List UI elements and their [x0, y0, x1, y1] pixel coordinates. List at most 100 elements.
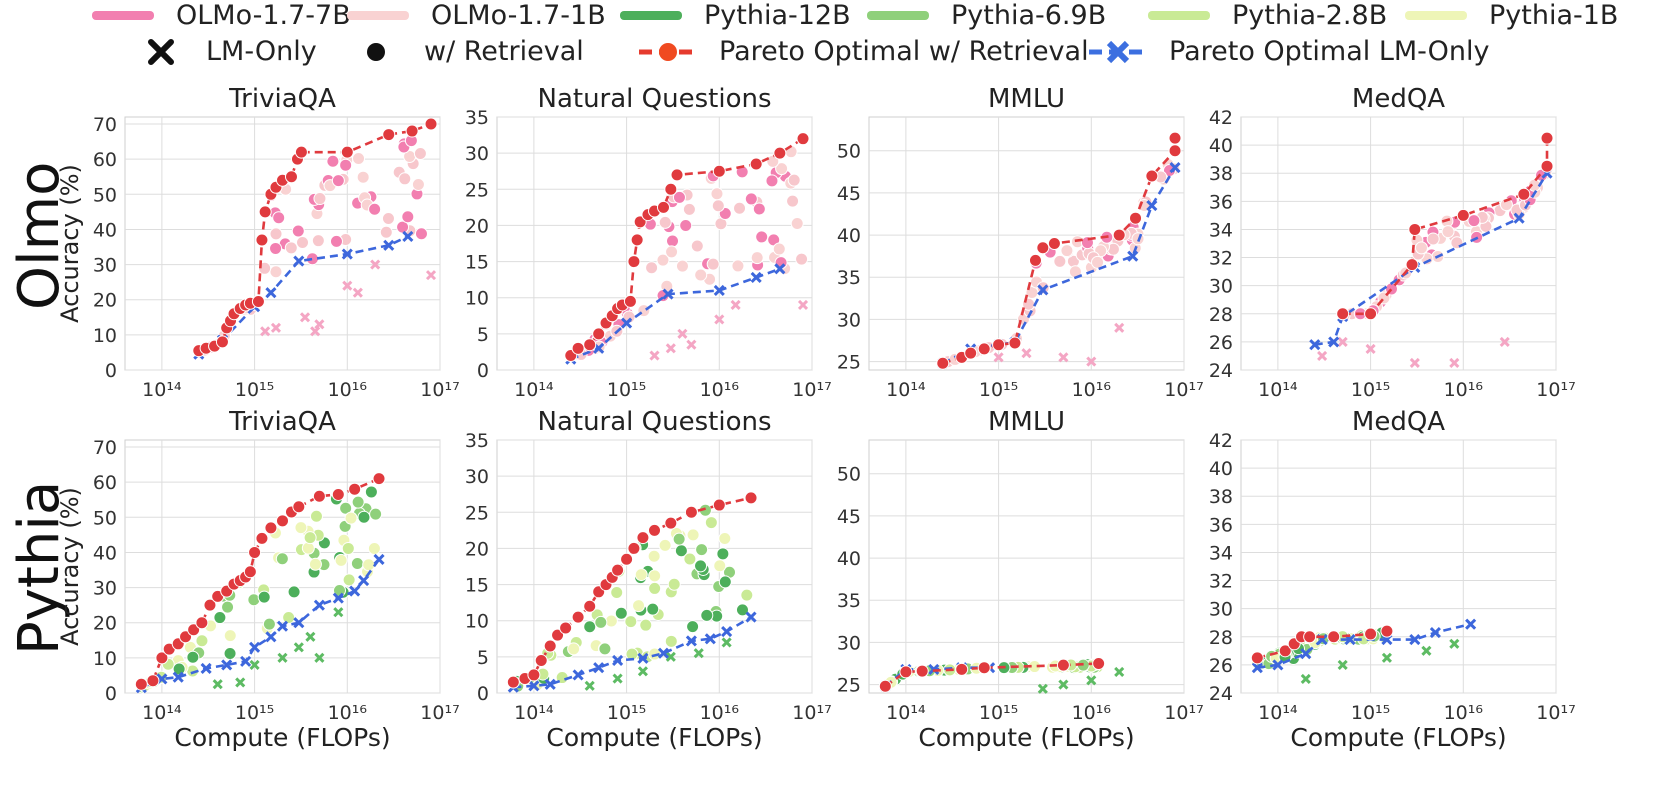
retrieval-point [339, 158, 353, 172]
dashed-dot-line-icon [639, 42, 697, 61]
retrieval-point [667, 577, 681, 591]
y-tick-label: 10 [93, 325, 117, 347]
retrieval-point [269, 241, 283, 255]
pareto-retrieval-point [312, 489, 326, 503]
y-tick-label: 50 [93, 184, 117, 206]
lm-only-point [333, 607, 344, 618]
retrieval-point [775, 162, 789, 176]
legend-label: LM-Only [206, 36, 317, 67]
retrieval-point [718, 575, 732, 589]
pareto-lm-point [637, 652, 649, 664]
x-tick-label: 10¹⁵ [607, 702, 646, 724]
retrieval-point [718, 532, 732, 546]
retrieval-point [634, 568, 648, 582]
pareto-lm-point [1513, 212, 1525, 224]
lm-only-point [1317, 350, 1328, 362]
plot-area [124, 439, 441, 694]
retrieval-point [296, 236, 310, 250]
retrieval-point [269, 227, 283, 241]
pareto-retrieval-point [372, 472, 386, 486]
pareto-retrieval-point [264, 521, 278, 535]
legend-label: Pythia-2.8B [1232, 0, 1388, 31]
pareto-retrieval-point [1336, 307, 1350, 321]
pareto-lm-line [198, 235, 409, 356]
legend-label: Pythia-12B [704, 0, 851, 31]
retrieval-point [598, 642, 612, 656]
pareto-lm-line [1257, 622, 1471, 669]
lm-only-point [314, 319, 325, 330]
y-axis-label: Accuracy (%) [56, 164, 84, 323]
y-tick-label: 40 [93, 219, 117, 241]
pareto-retrieval-point [292, 500, 306, 514]
retrieval-point [1426, 232, 1440, 246]
retrieval-point [401, 210, 415, 224]
lm-only-point [1449, 638, 1460, 649]
lm-only-point [714, 314, 725, 325]
lm-only-point [665, 651, 676, 662]
lm-only-point [260, 326, 271, 337]
lm-only-point [993, 352, 1004, 363]
lm-only-point [1337, 659, 1348, 670]
x-tick-label: 10¹⁵ [979, 379, 1018, 401]
pareto-retrieval-point [627, 255, 641, 269]
retrieval-point [284, 241, 298, 255]
legend-item-lm-only: LM-Only [146, 36, 317, 67]
pareto-retrieval-point [977, 342, 991, 356]
retrieval-point [341, 541, 355, 555]
legend-item-pythia-1b: Pythia-1B [1405, 0, 1618, 31]
pareto-lm-point [685, 635, 697, 647]
panel-olmo-natural-questions: 0 5 10 15 20 25 30 35 10¹⁴ 10¹⁵ 10¹⁶ 10¹⁷ Natural Qu… [465, 84, 832, 401]
y-tick-label: 30 [93, 578, 117, 600]
y-tick-label: 40 [837, 548, 861, 570]
pareto-retrieval-point [1517, 187, 1531, 201]
plot-area [1240, 116, 1557, 371]
legend-item-olmo-7b: OLMo-1.7-7B [92, 0, 351, 31]
retrieval-point [369, 507, 383, 521]
retrieval-point [223, 629, 237, 643]
lm-only-point [1058, 679, 1069, 690]
pareto-lm-point [662, 288, 674, 300]
x-tick-label: 10¹⁶ [328, 379, 367, 401]
pareto-retrieval-point [255, 531, 269, 545]
pareto-retrieval-point [276, 514, 289, 528]
y-tick-label: 24 [1209, 360, 1233, 382]
x-tick-label: 10¹⁷ [792, 379, 831, 401]
pareto-retrieval-point [648, 523, 661, 537]
lm-only-point [1381, 652, 1392, 663]
lm-only-point [425, 270, 437, 281]
pareto-lm-point [745, 611, 757, 623]
retrieval-point [352, 152, 366, 166]
y-tick-label: 60 [93, 149, 117, 171]
retrieval-point [294, 521, 308, 535]
y-tick-label: 36 [1209, 191, 1233, 213]
lm-only-point [235, 677, 246, 688]
y-tick-label: 70 [93, 114, 117, 136]
pareto-retrieval-point [255, 233, 269, 247]
legend-swatch [867, 11, 929, 20]
y-tick-label: 34 [1209, 219, 1233, 241]
pareto-retrieval-point [1364, 307, 1378, 321]
x-icon [148, 38, 174, 65]
retrieval-point [755, 230, 769, 244]
y-tick-label: 35 [837, 267, 861, 289]
retrieval-point [704, 516, 718, 530]
pareto-retrieval-point [1008, 336, 1022, 350]
retrieval-point [398, 172, 412, 186]
retrieval-point [664, 634, 678, 648]
pareto-retrieval-point [936, 356, 950, 370]
panel-olmo-medqa: 24 26 28 30 32 34 36 38 40 42 10¹⁴ 10¹⁵ 10¹⁶ 10¹⁷ MedQ… [1209, 84, 1576, 401]
pareto-lm-point [612, 654, 624, 667]
retrieval-point [790, 217, 804, 231]
x-tick-label: 10¹⁷ [792, 702, 831, 724]
pareto-lm-point [332, 592, 344, 604]
x-tick-label: 10¹⁵ [1351, 702, 1390, 724]
legend-swatch [1405, 11, 1467, 20]
retrieval-point [362, 558, 376, 572]
retrieval-point [311, 234, 325, 248]
y-tick-label: 20 [93, 613, 117, 635]
retrieval-point [666, 234, 680, 248]
y-tick-label: 42 [1209, 430, 1233, 452]
x-tick-label: 10¹⁷ [1536, 379, 1575, 401]
y-tick-label: 70 [93, 437, 117, 459]
y-tick-label: 26 [1209, 655, 1233, 677]
